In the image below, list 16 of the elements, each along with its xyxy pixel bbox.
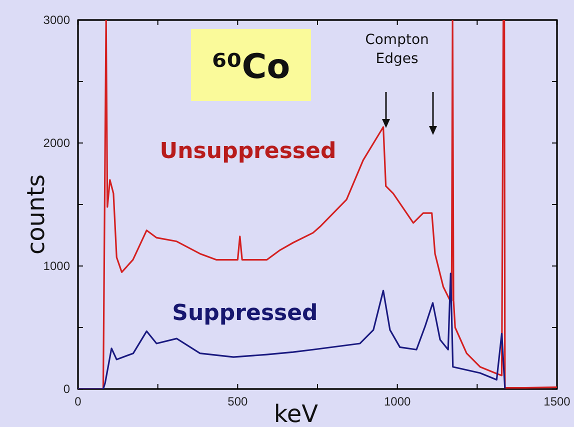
x-tick-label: 0 <box>74 394 82 409</box>
line-series <box>78 20 557 389</box>
x-tick-label: 500 <box>228 394 248 409</box>
annotation: Compton Edges <box>365 32 429 67</box>
x-axis-title: keV <box>274 400 319 427</box>
y-tick-label: 2000 <box>43 136 70 150</box>
x-tick-label: 1500 <box>544 394 571 409</box>
line-series <box>78 272 506 389</box>
y-axis-title: counts <box>22 174 50 255</box>
y-tick-label: 1000 <box>43 258 70 273</box>
y-tick-label: 0 <box>63 382 70 396</box>
text: ⁶⁰Co <box>212 47 290 87</box>
series-label: Suppressed <box>172 301 318 326</box>
x-tick-label: 1000 <box>384 394 412 409</box>
y-tick-label: 3000 <box>43 12 70 27</box>
series-label: Unsuppressed <box>160 139 336 164</box>
